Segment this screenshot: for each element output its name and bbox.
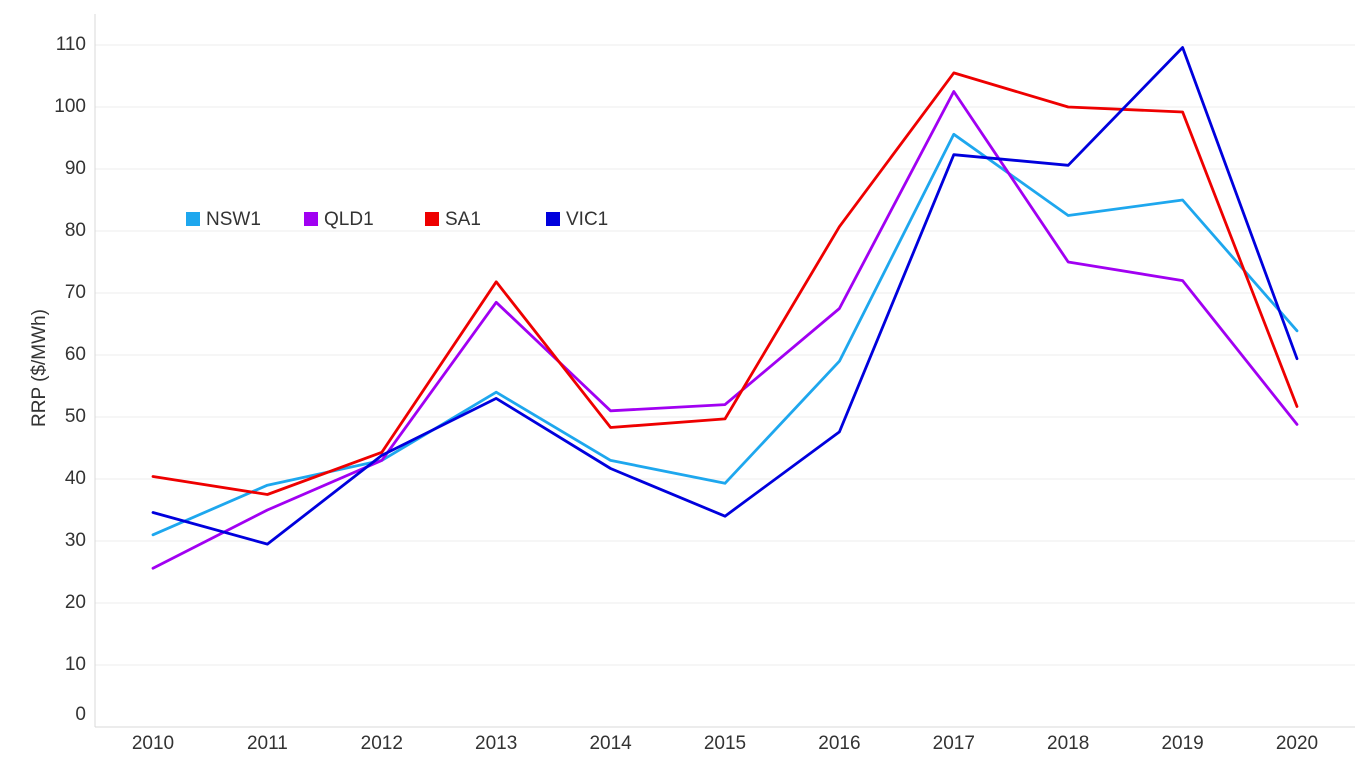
y-tick-label: 20: [65, 592, 86, 613]
legend-label: VIC1: [566, 209, 608, 230]
axes: [94, 14, 1355, 728]
x-tick-label: 2010: [132, 733, 174, 754]
x-tick-label: 2015: [704, 733, 746, 754]
x-tick-label: 2018: [1047, 733, 1089, 754]
x-axis-ticks: 2010 2011 2012 2013 2014 2015 2016 2017 2018 2019…: [132, 733, 1318, 754]
legend: NSW1 QLD1 SA1 VIC1: [186, 209, 608, 230]
y-tick-label: 40: [65, 468, 86, 489]
y-tick-label: 80: [65, 220, 86, 241]
x-tick-label: 2020: [1276, 733, 1318, 754]
y-tick-label: 50: [65, 406, 86, 427]
x-tick-label: 2013: [475, 733, 517, 754]
grid-lines: [95, 44, 1355, 666]
series-line-sa1: [151, 71, 1299, 496]
legend-label: SA1: [445, 209, 481, 230]
y-axis-ticks: 0 10 20 30 40 50 60 70 80 90 100 110: [54, 34, 86, 725]
x-tick-label: 2016: [818, 733, 860, 754]
y-tick-label: 10: [65, 654, 86, 675]
legend-swatch: [304, 212, 318, 226]
legend-swatch: [186, 212, 200, 226]
legend-swatch: [425, 212, 439, 226]
legend-item-sa1[interactable]: SA1: [425, 209, 481, 230]
x-tick-label: 2011: [247, 733, 288, 754]
legend-swatch: [546, 212, 560, 226]
series-line-nsw1: [151, 132, 1299, 537]
y-tick-label: 110: [56, 34, 86, 55]
y-tick-label: 90: [65, 158, 86, 179]
y-tick-label: 100: [54, 96, 86, 117]
legend-label: QLD1: [324, 209, 374, 230]
x-tick-label: 2014: [589, 733, 632, 754]
y-tick-label: 60: [65, 344, 86, 365]
legend-label: NSW1: [206, 209, 261, 230]
series-line-qld1: [151, 90, 1299, 570]
x-tick-label: 2019: [1161, 733, 1203, 754]
y-tick-label: 0: [75, 704, 86, 725]
y-axis-title: RRP ($/MWh): [29, 309, 50, 427]
series-line-vic1: [151, 46, 1299, 546]
x-tick-label: 2017: [933, 733, 975, 754]
series-lines: [151, 46, 1299, 570]
legend-item-vic1[interactable]: VIC1: [546, 209, 608, 230]
y-tick-label: 70: [65, 282, 86, 303]
x-tick-label: 2012: [361, 733, 403, 754]
y-tick-label: 30: [65, 530, 86, 551]
legend-item-qld1[interactable]: QLD1: [304, 209, 374, 230]
legend-item-nsw1[interactable]: NSW1: [186, 209, 261, 230]
